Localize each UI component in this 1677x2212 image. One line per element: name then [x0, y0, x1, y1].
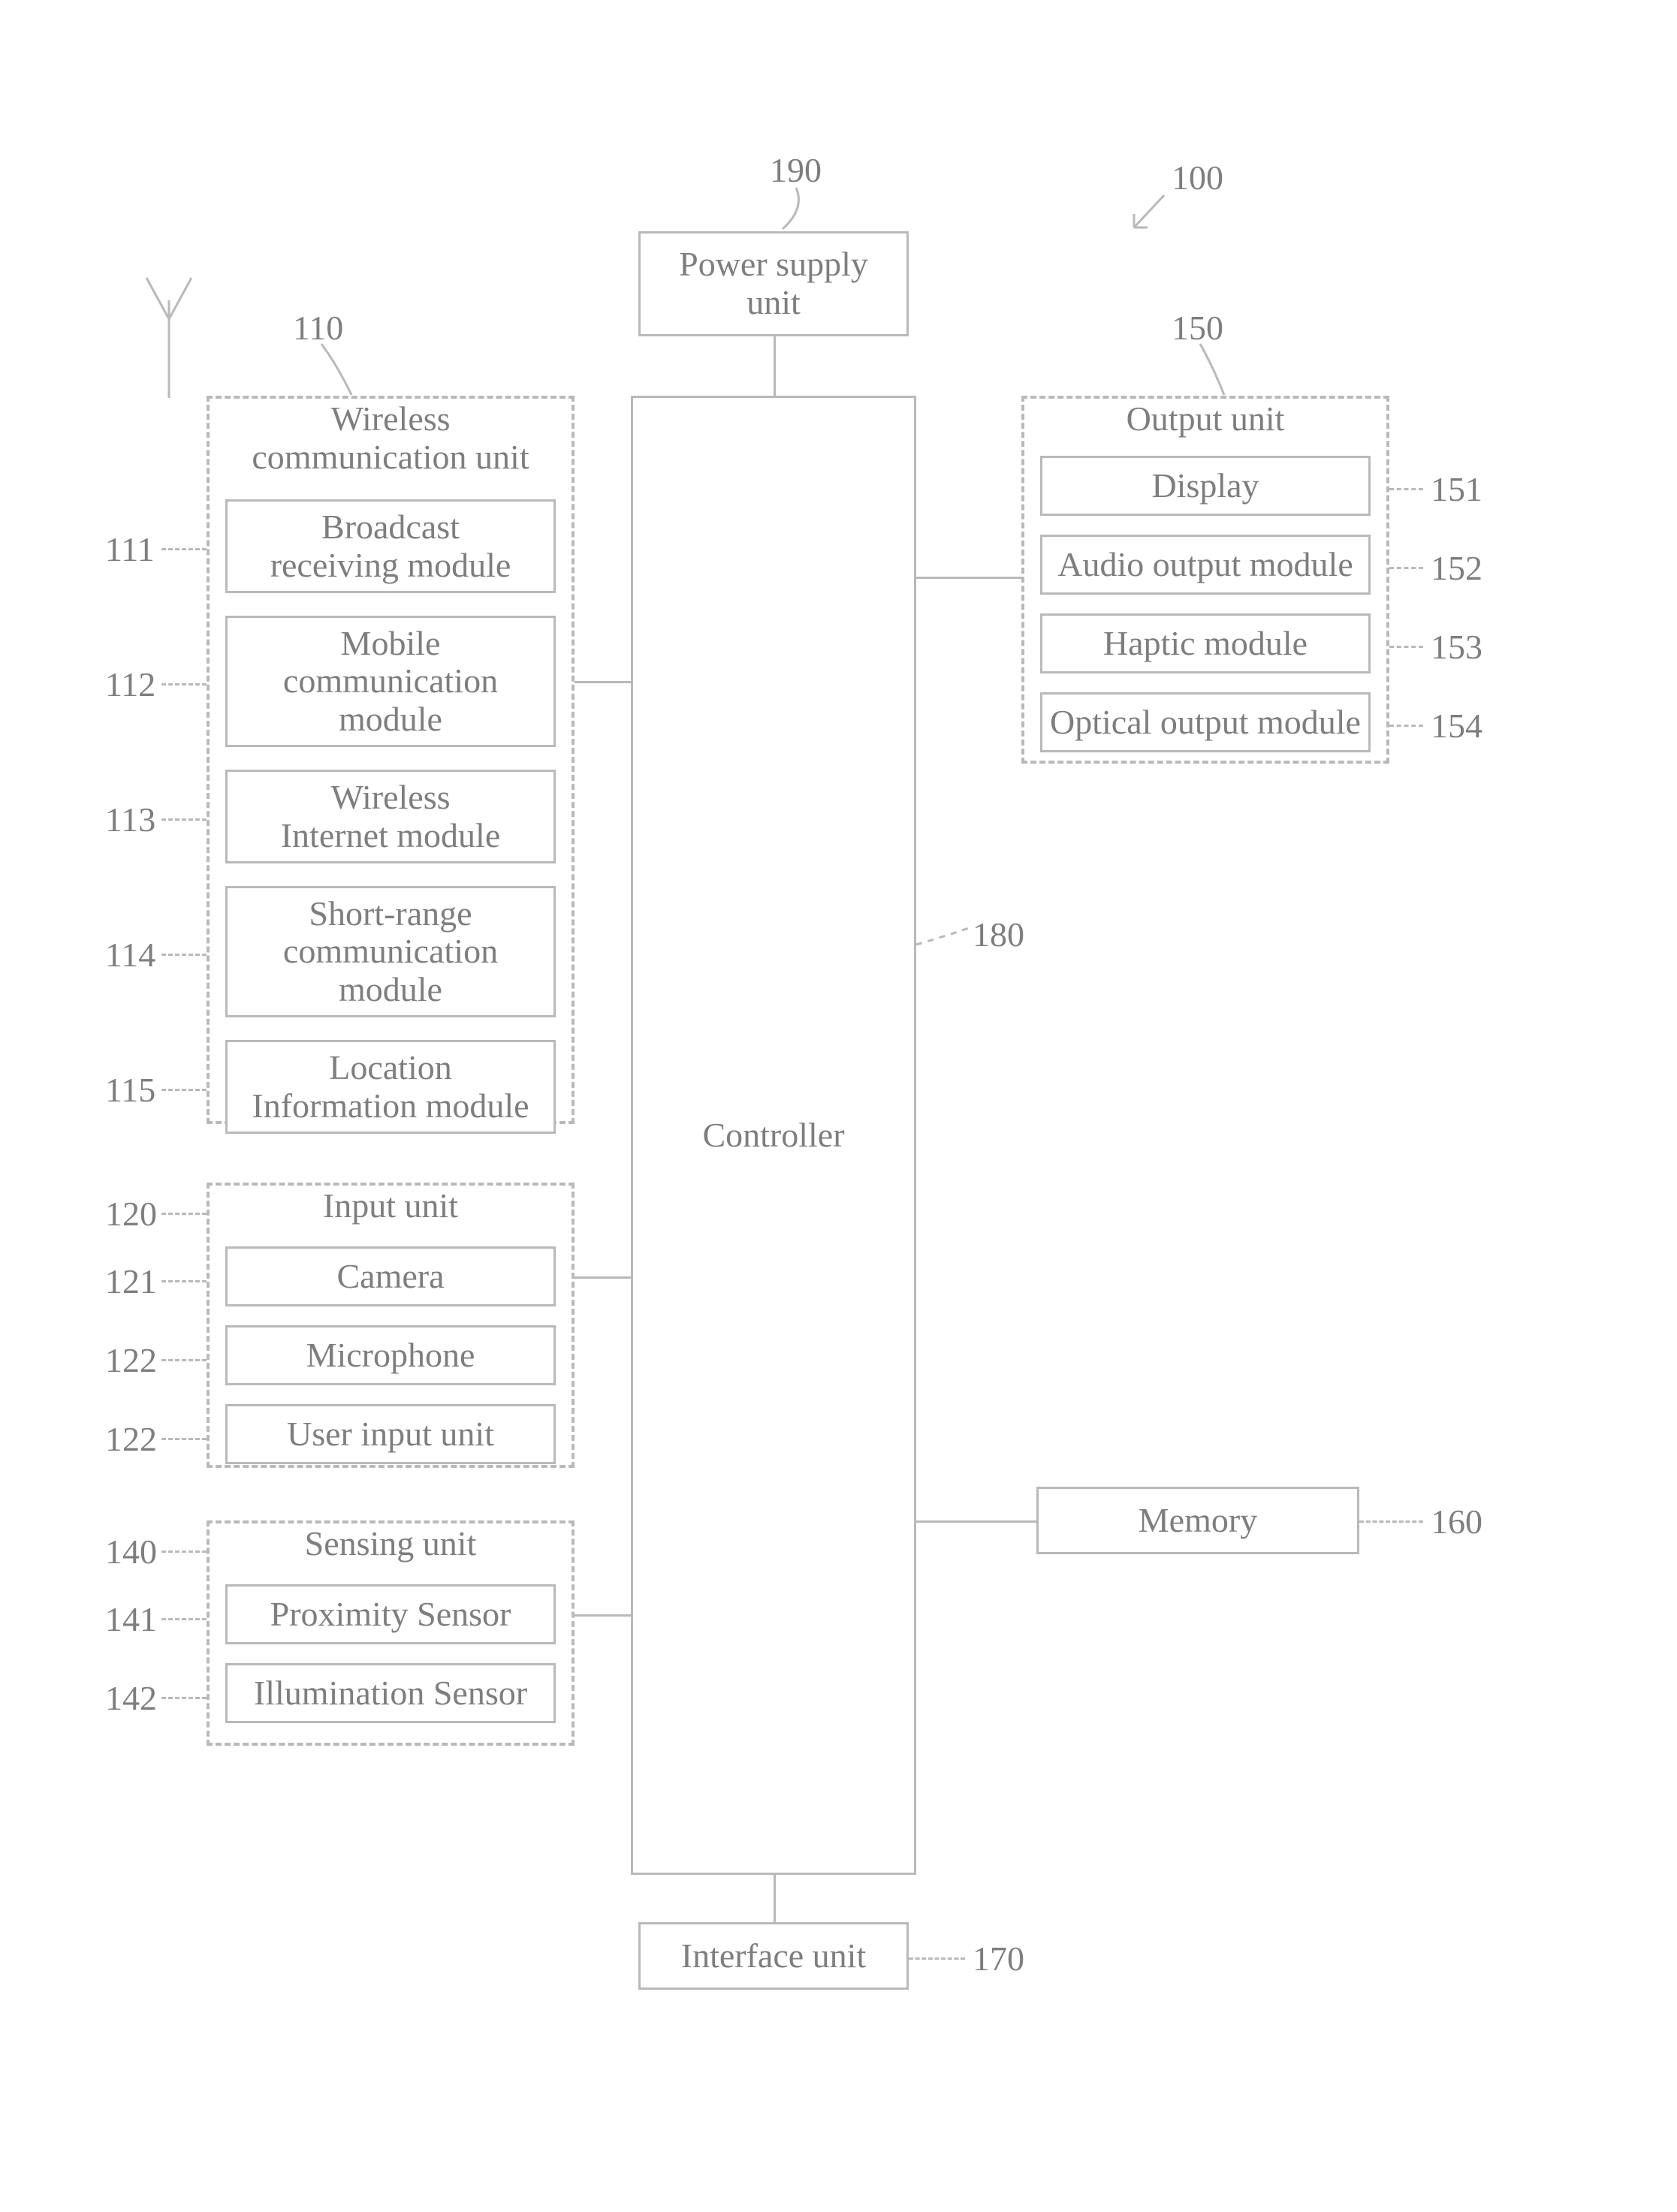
connector-h-2	[575, 681, 631, 683]
location-block: Location Information module	[225, 1040, 556, 1134]
connector-h-4	[575, 1614, 631, 1617]
ref-r140: 140	[105, 1532, 157, 1572]
sensing_group-title: Sensing unit	[207, 1525, 575, 1563]
power-block: Power supply unit	[638, 231, 909, 336]
ref-r112: 112	[105, 665, 155, 704]
ref-r150: 150	[1172, 308, 1223, 348]
ref-r153: 153	[1431, 627, 1482, 667]
memory-block: Memory	[1036, 1487, 1359, 1554]
input_group-title: Input unit	[207, 1187, 575, 1225]
ref-r110: 110	[293, 308, 343, 348]
interface-block: Interface unit	[638, 1922, 909, 1990]
left-tick-6	[161, 1280, 207, 1282]
ref-r151: 151	[1431, 469, 1482, 509]
ref-r122b: 122	[105, 1419, 157, 1459]
user_input-block: User input unit	[225, 1404, 556, 1464]
leader-150	[1194, 344, 1247, 398]
connector-v-1	[774, 1875, 776, 1922]
left-tick-4	[161, 1089, 207, 1091]
left-tick-9	[161, 1551, 207, 1553]
leader-110	[315, 344, 368, 398]
left-tick-1	[161, 683, 207, 686]
short_range-block: Short-range communication module	[225, 886, 556, 1017]
ref-r100: 100	[1172, 158, 1223, 197]
left-tick-5	[161, 1213, 207, 1215]
proximity-block: Proximity Sensor	[225, 1584, 556, 1644]
optical_out-block: Optical output module	[1040, 692, 1371, 752]
ref-r152: 152	[1431, 548, 1482, 588]
left-tick-8	[161, 1438, 207, 1440]
display-block: Display	[1040, 456, 1371, 516]
ref-r160: 160	[1431, 1502, 1482, 1541]
ref-r121: 121	[105, 1261, 157, 1301]
leader-180	[916, 915, 976, 952]
wifi-block: Wireless Internet module	[225, 770, 556, 863]
ref-r115: 115	[105, 1070, 155, 1110]
ref-r154: 154	[1431, 706, 1482, 746]
left-tick-11	[161, 1697, 207, 1699]
pointer-100-icon	[1127, 191, 1172, 237]
left-tick-0	[161, 548, 207, 550]
right-tick-5	[909, 1957, 965, 1960]
right-tick-2	[1389, 646, 1423, 648]
right-tick-3	[1389, 725, 1423, 727]
left-tick-2	[161, 818, 207, 821]
connector-h-6	[916, 1520, 1036, 1523]
broadcast-block: Broadcast receiving module	[225, 499, 556, 593]
ref-r141: 141	[105, 1599, 157, 1639]
connector-h-5	[916, 577, 1021, 579]
right-tick-1	[1389, 567, 1423, 569]
ref-r113: 113	[105, 800, 155, 839]
right-tick-0	[1389, 488, 1423, 490]
ref-r170: 170	[973, 1939, 1024, 1978]
left-tick-7	[161, 1359, 207, 1361]
illumination-block: Illumination Sensor	[225, 1663, 556, 1723]
connector-v-0	[774, 336, 776, 396]
leader-190	[774, 188, 834, 233]
ref-r190: 190	[770, 150, 822, 190]
ref-r142: 142	[105, 1678, 157, 1718]
audio_out-block: Audio output module	[1040, 535, 1371, 595]
right-tick-4	[1359, 1520, 1423, 1523]
wireless_group-title: Wireless communication unit	[207, 400, 575, 476]
ref-r122a: 122	[105, 1340, 157, 1380]
mobile_comm-block: Mobile communication module	[225, 616, 556, 747]
ref-r111: 111	[105, 529, 155, 569]
ref-r120: 120	[105, 1194, 157, 1234]
ref-r180: 180	[973, 915, 1024, 954]
antenna-icon	[143, 278, 195, 398]
microphone-block: Microphone	[225, 1325, 556, 1385]
controller-block: Controller	[631, 396, 916, 1875]
output_group-title: Output unit	[1021, 400, 1389, 438]
connector-h-3	[575, 1276, 631, 1279]
camera-block: Camera	[225, 1246, 556, 1306]
ref-r114: 114	[105, 935, 155, 975]
left-tick-10	[161, 1618, 207, 1620]
left-tick-3	[161, 954, 207, 956]
haptic-block: Haptic module	[1040, 613, 1371, 674]
